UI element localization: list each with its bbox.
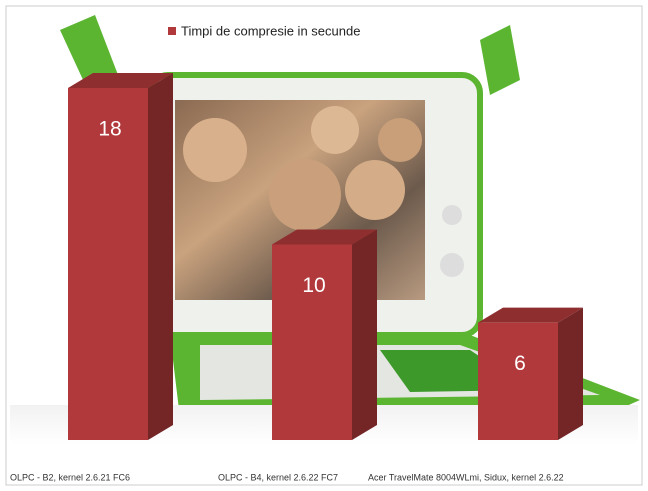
legend-swatch xyxy=(168,27,176,35)
x-tick-label: OLPC - B2, kernel 2.6.21 FC6 xyxy=(10,472,130,482)
data-label: 18 xyxy=(98,118,121,141)
bar xyxy=(478,308,583,440)
legend-label: Timpi de compresie in secunde xyxy=(181,23,360,38)
data-label: 10 xyxy=(302,274,325,297)
x-tick-label: Acer TravelMate 8004WLmi, Sidux, kernel … xyxy=(368,472,564,482)
bar xyxy=(272,229,377,440)
chart: Timpi de compresie in secunde 18 OLPC - B… xyxy=(0,0,648,491)
data-label: 6 xyxy=(514,352,526,375)
x-tick-label: OLPC - B4, kernel 2.6.22 FC7 xyxy=(218,472,338,482)
